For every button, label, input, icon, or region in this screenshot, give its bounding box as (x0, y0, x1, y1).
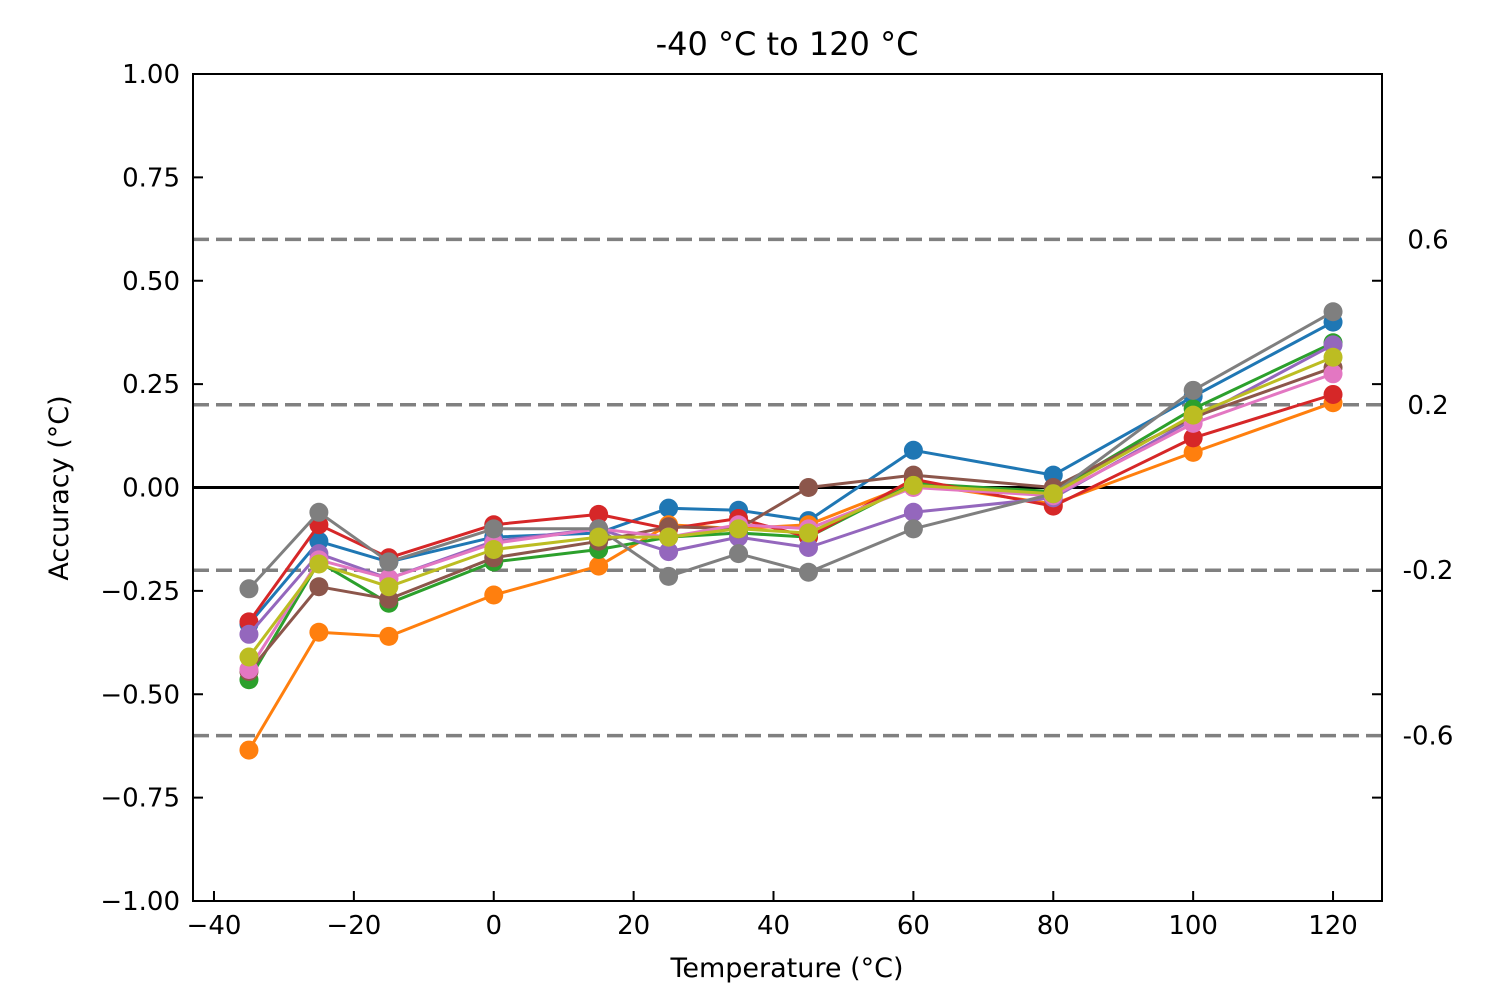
y-tick-label: 0.50 (122, 267, 180, 297)
series-9 (239, 347, 1343, 667)
y-tick-label: −1.00 (100, 887, 180, 917)
y-axis-ticks: −1.00 −0.75 −0.50 −0.25 0.00 0.25 0.50 0.75 1.00 (100, 60, 1382, 917)
data-point (798, 537, 818, 557)
y-axis-title: Accuracy (°C) (44, 395, 75, 580)
data-point (379, 626, 399, 646)
series-line (247, 310, 1334, 590)
x-tick-label: 40 (757, 911, 790, 941)
data-point (659, 498, 679, 518)
data-point (659, 566, 679, 586)
data-point (729, 544, 749, 564)
data-point (798, 523, 818, 543)
data-point (589, 504, 609, 524)
series-line (247, 320, 1334, 625)
data-point (379, 552, 399, 572)
data-point (239, 624, 259, 644)
x-tick-label: −20 (326, 911, 381, 941)
series-3 (239, 333, 1343, 690)
y-tick-label: 0.00 (122, 474, 180, 504)
data-point (484, 519, 504, 539)
data-point (659, 542, 679, 562)
x-axis-title: Temperature (°C) (669, 953, 903, 984)
data-point (239, 740, 259, 760)
series-layer (239, 302, 1343, 760)
y-tick-label: 1.00 (122, 60, 180, 90)
y-tick-label: −0.25 (100, 577, 180, 607)
data-point (309, 554, 329, 574)
data-point (589, 556, 609, 576)
x-tick-label: 120 (1308, 911, 1358, 941)
data-point (1323, 347, 1343, 367)
data-point (1323, 364, 1343, 384)
series-7 (239, 364, 1343, 679)
series-line (247, 355, 1334, 658)
y-tick-label: 0.25 (122, 370, 180, 400)
data-point (798, 478, 818, 497)
x-tick-label: −40 (187, 911, 242, 941)
data-point (379, 577, 399, 597)
data-point (484, 585, 504, 605)
x-tick-label: 100 (1168, 911, 1218, 941)
reference-line-label: 0.2 (1407, 391, 1448, 421)
data-point (903, 502, 923, 522)
data-point (903, 519, 923, 539)
data-point (239, 647, 259, 667)
x-axis-ticks: −40 −20 0 20 40 60 80 100 120 (187, 891, 1358, 941)
reference-line-label: -0.6 (1403, 722, 1454, 752)
reference-line-label: 0.6 (1407, 225, 1448, 255)
data-point (798, 562, 818, 582)
data-point (589, 527, 609, 547)
data-point (729, 519, 749, 539)
y-tick-label: −0.75 (100, 784, 180, 814)
series-2 (239, 393, 1343, 760)
x-tick-label: 20 (617, 911, 650, 941)
data-point (659, 527, 679, 547)
y-tick-label: 0.75 (122, 163, 180, 193)
x-tick-label: 60 (897, 911, 930, 941)
y-tick-label: −0.50 (100, 680, 180, 710)
data-point (309, 622, 329, 642)
reference-line-label: -0.2 (1403, 556, 1454, 586)
chart-title: -40 °C to 120 °C (656, 25, 919, 63)
data-point (1183, 442, 1203, 462)
x-tick-label: 0 (485, 911, 502, 941)
data-point (1183, 380, 1203, 400)
x-tick-label: 80 (1037, 911, 1070, 941)
data-point (903, 475, 923, 495)
data-point (1043, 484, 1063, 504)
series-1 (239, 312, 1343, 634)
data-point (1323, 384, 1343, 404)
data-point (309, 577, 329, 597)
data-point (903, 440, 923, 460)
data-point (239, 579, 259, 599)
plot-frame (192, 73, 1383, 902)
reference-lines: 0.6 0.2 -0.2 -0.6 (193, 225, 1454, 752)
data-point (484, 540, 504, 560)
series-4 (239, 384, 1343, 632)
series-line (247, 341, 1334, 681)
series-line (247, 372, 1334, 671)
series-line (247, 401, 1334, 751)
data-point (1323, 302, 1343, 322)
data-point (1183, 428, 1203, 448)
data-point (309, 502, 329, 522)
data-point (1183, 405, 1203, 425)
